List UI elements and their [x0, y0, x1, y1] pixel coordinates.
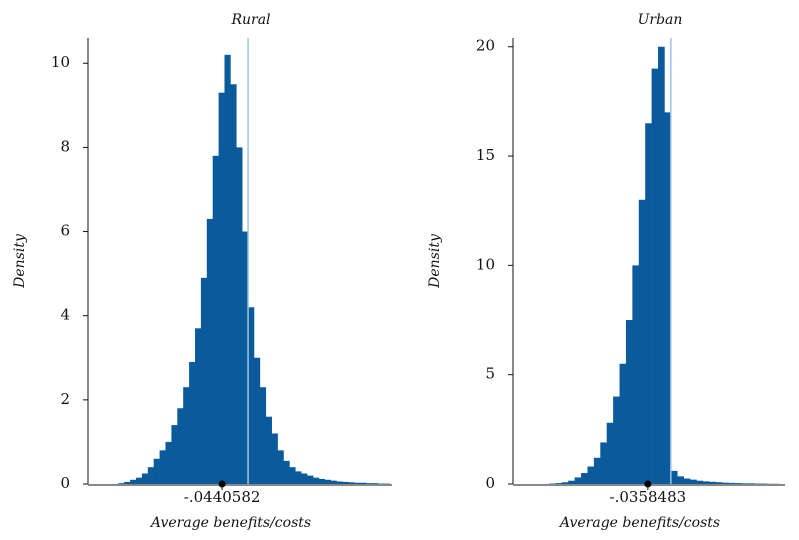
histogram-bar	[337, 481, 343, 484]
y-axis-label: Density	[12, 233, 28, 289]
histogram-bar	[260, 387, 266, 484]
histogram-bar	[581, 473, 588, 484]
histogram-bar	[171, 425, 177, 484]
histogram-bar	[696, 481, 703, 484]
histogram-bar	[645, 123, 652, 484]
histogram-bar	[652, 69, 659, 484]
histogram-bar	[722, 483, 729, 484]
x-axis-label: Average benefits/costs	[149, 515, 311, 531]
y-tick-label: 2	[60, 390, 70, 408]
histogram-bar	[248, 307, 254, 484]
histogram-bar	[658, 47, 665, 484]
histogram-bar	[626, 320, 633, 484]
histogram-bar	[177, 408, 183, 484]
histogram-bar	[307, 476, 313, 484]
histogram-bar	[607, 423, 614, 484]
histogram-bar	[230, 84, 236, 484]
histogram-bar	[735, 483, 742, 484]
histogram-bar	[266, 417, 272, 484]
y-tick-label: 20	[476, 37, 495, 55]
histogram-bar	[301, 473, 307, 484]
histogram-bar	[295, 471, 301, 484]
chart-title: Urban	[638, 12, 683, 28]
histogram-bar	[568, 481, 575, 484]
histogram-bar	[587, 467, 594, 484]
y-tick-label: 6	[60, 222, 70, 240]
histogram-bar	[236, 147, 242, 484]
histogram-bar	[354, 483, 360, 484]
histogram-bar	[118, 483, 124, 484]
histogram-bar	[289, 467, 295, 484]
y-tick-label: 5	[485, 365, 495, 383]
histogram-bar	[575, 477, 582, 484]
histogram-bar	[224, 55, 230, 484]
histogram-bar	[325, 480, 331, 484]
histogram-bar	[677, 476, 684, 484]
histogram-bar	[562, 482, 569, 484]
histogram-bar	[632, 265, 639, 484]
histogram-bar	[201, 278, 207, 484]
histogram-bar	[342, 482, 348, 484]
histogram-bar	[366, 483, 372, 484]
y-tick-label: 10	[476, 255, 495, 273]
y-tick-label: 0	[60, 474, 70, 492]
histogram-bar	[183, 387, 189, 484]
histogram-bar	[690, 480, 697, 484]
histogram-bar	[748, 483, 755, 484]
histogram-bar	[254, 358, 260, 484]
histogram-bar	[709, 482, 716, 484]
y-tick-label: 15	[476, 146, 495, 164]
histogram-bar	[729, 483, 736, 484]
histogram-bar	[160, 450, 166, 484]
y-tick-label: 4	[60, 306, 70, 324]
histogram-bar	[703, 481, 710, 484]
chart-title: Rural	[230, 12, 270, 28]
y-tick-label: 10	[51, 53, 70, 71]
x-axis-label: Average benefits/costs	[558, 515, 720, 531]
histogram-bar	[372, 483, 378, 484]
mean-marker	[644, 481, 651, 488]
histogram-bar	[600, 442, 607, 484]
histogram-bar	[331, 481, 337, 484]
histogram-bar	[189, 362, 195, 484]
y-tick-label: 0	[485, 474, 495, 492]
x-tick-label: -.0440582	[184, 488, 261, 506]
histogram-bar	[148, 467, 154, 484]
histogram-bar	[219, 93, 225, 484]
histogram-bar	[360, 483, 366, 484]
histogram-bar	[195, 328, 201, 484]
histogram-bar	[671, 471, 678, 484]
histogram-bar	[639, 200, 646, 484]
histogram-bar	[555, 483, 562, 484]
histogram-bar	[716, 482, 723, 484]
histogram-bar	[283, 461, 289, 484]
histogram-bar	[154, 459, 160, 484]
histogram-bar	[124, 482, 130, 484]
mean-marker	[219, 481, 226, 488]
histogram-bar	[207, 219, 213, 484]
histogram-bar	[278, 450, 284, 484]
histogram-bar	[319, 479, 325, 484]
histogram-bar	[272, 434, 278, 484]
y-axis-label: Density	[427, 233, 443, 289]
histogram-bar	[136, 478, 142, 484]
histogram-bar	[313, 478, 319, 484]
histogram-bar	[684, 479, 691, 484]
histogram-bar	[142, 473, 148, 484]
histogram-bar	[348, 482, 354, 484]
histogram-bar	[213, 156, 219, 484]
y-tick-label: 8	[60, 137, 70, 155]
histogram-bar	[130, 480, 136, 484]
histogram-bar	[166, 442, 172, 484]
histogram-bar	[620, 364, 627, 484]
x-tick-label: -.0358483	[610, 488, 687, 506]
histogram-bar	[613, 397, 620, 484]
histogram-bar	[594, 458, 601, 484]
histogram-bar	[741, 483, 748, 484]
